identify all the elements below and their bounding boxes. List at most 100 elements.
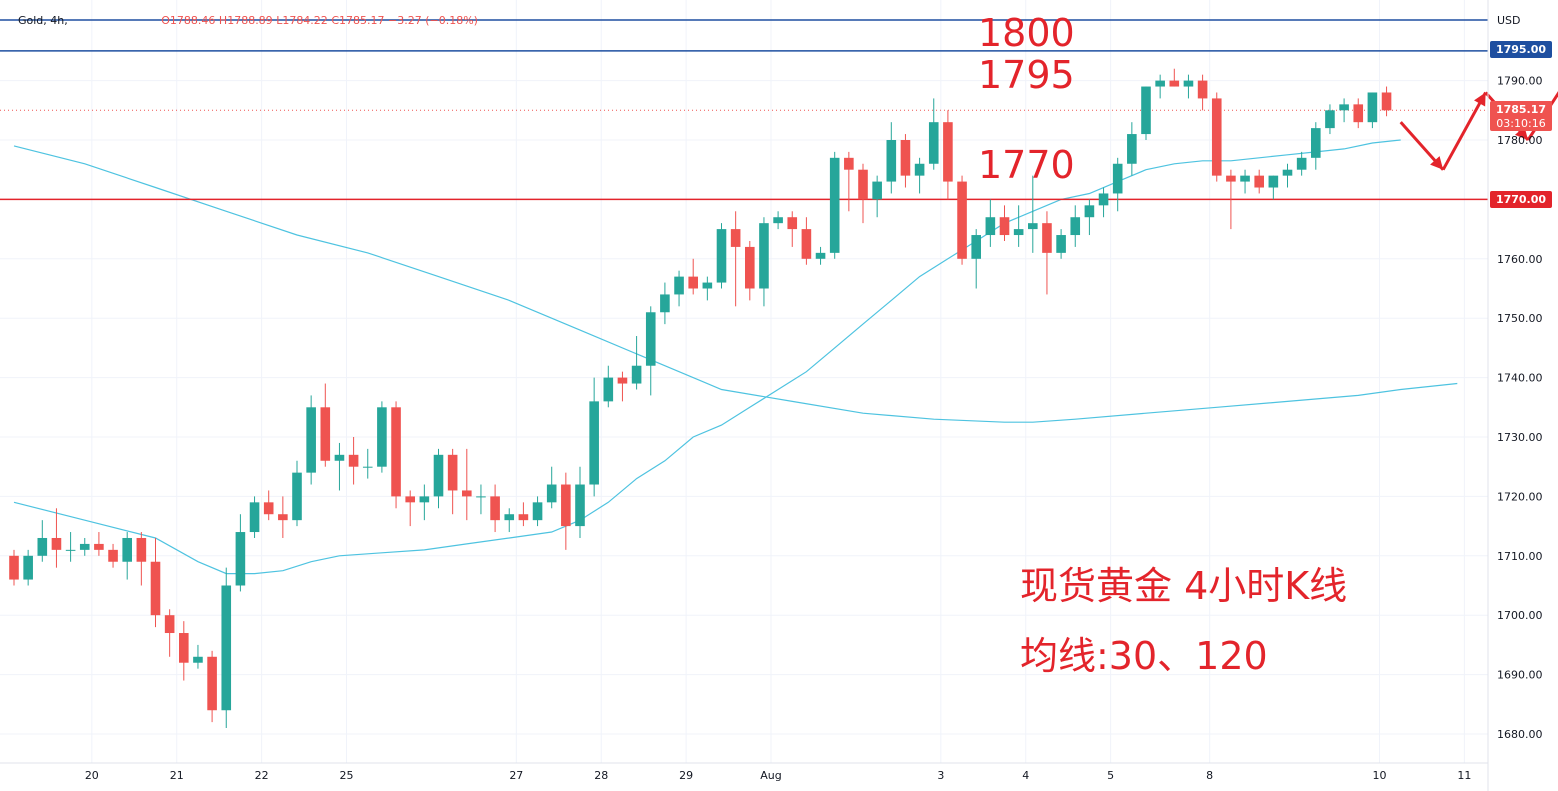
price-tick-label: 1760.00 [1497,253,1543,266]
price-tick-label: 1690.00 [1497,669,1543,682]
candle-up [1367,92,1378,123]
time-axis[interactable]: 20 21 22 25 27 28 29 Aug 3 4 5 8 10 11 [85,769,1472,782]
time-tick-label: 10 [1372,769,1386,782]
price-tick-label: 1750.00 [1497,312,1543,325]
price-tick-label: 1720.00 [1497,490,1543,503]
candle-up [1070,217,1081,236]
candle-down [1197,80,1208,99]
candle-up [532,502,543,521]
price-badges: 1795.00 1785.17 03:10:16 1770.00 [1490,41,1552,208]
candle-down [745,246,755,289]
candle-up [589,401,599,485]
symbol-legend: Gold, 4h, O1788.46 H1788.89 L1784.22 C17… [18,14,478,27]
candle-down [561,484,571,527]
candle-down [164,615,175,634]
candle-down [801,229,812,259]
candle-up [1268,175,1279,188]
candle-down [858,169,868,200]
candle-up [476,496,486,498]
candle-down [787,217,798,230]
time-tick-label: 4 [1022,769,1029,782]
candle-up [1240,175,1250,182]
forecast-arrow-head [1430,156,1444,170]
candle-down [447,454,458,491]
candle-up [716,229,727,283]
candle-down [1042,223,1052,253]
candle-up [1183,80,1194,87]
candles [9,68,1392,729]
candle-down [957,181,967,259]
candle-down [844,157,854,170]
candle-up [1084,205,1095,218]
chart-caption-title: 现货黄金 4小时K线 [1020,564,1348,608]
close-value: C1785.17 [331,14,385,27]
candle-up [546,484,557,503]
candle-up [914,163,925,176]
ma30-line [13,139,1401,575]
resistance-badge-text: 1795.00 [1496,43,1546,56]
candle-down [320,407,331,461]
countdown-text: 03:10:16 [1496,117,1545,130]
price-tick-label: 1730.00 [1497,431,1543,444]
candle-up [928,122,939,164]
candle-up [362,466,373,468]
candle-up [79,543,90,550]
candle-down [730,229,741,247]
candle-up [235,532,246,586]
candle-up [575,484,585,527]
current-price-badge [1490,101,1552,131]
candle-down [1353,104,1364,123]
candle-up [631,365,642,384]
candle-down [1169,80,1180,87]
ma30-layer [13,139,1401,575]
candle-up [419,496,430,503]
candle-down [617,377,628,384]
change-value: −3.27 (−0.18%) [387,14,478,27]
time-tick-label: 29 [679,769,693,782]
time-tick-label: Aug [760,769,781,782]
candle-up [759,223,769,289]
candle-down [51,537,62,550]
resistance-badge [1490,41,1552,58]
candle-up [971,235,981,259]
candle-down [9,555,19,580]
candle-up [1056,235,1066,253]
candle-up [773,217,783,224]
candle-up [193,656,203,663]
support-badge [1490,191,1552,208]
time-tick-label: 22 [255,769,269,782]
candle-up [306,407,316,473]
candle-up [603,377,614,402]
open-value: O1788.46 [161,14,216,27]
time-tick-label: 3 [937,769,944,782]
candle-up [1282,169,1293,176]
time-tick-label: 21 [170,769,184,782]
candle-up [985,217,996,236]
plot-background [0,0,1488,791]
candle-down [999,217,1010,236]
candle-up [1112,163,1123,194]
candle-down [1211,98,1222,176]
price-tick-label: 1700.00 [1497,609,1543,622]
candle-up [377,407,387,467]
currency-label: USD [1497,14,1521,27]
candle-down [943,122,953,182]
time-tick-label: 27 [509,769,523,782]
candle-down [490,496,500,521]
candle-up [872,181,882,200]
candle-down [1381,92,1392,111]
symbol-label[interactable]: Gold, 4h, [18,14,68,27]
candle-up [1155,80,1165,87]
candle-up [1141,86,1151,135]
annotation-1770: 1770 [978,143,1075,187]
candle-up [37,537,48,556]
candle-down [391,407,401,497]
candle-down [1254,175,1264,188]
candle-down [179,633,189,663]
price-axis[interactable]: 1680.00 1690.00 1700.00 1710.00 1720.00 1730.… [1497,75,1543,741]
high-value: H1788.89 [218,14,273,27]
candle-up [1028,223,1038,230]
time-tick-label: 25 [340,769,354,782]
candle-up [292,472,302,521]
